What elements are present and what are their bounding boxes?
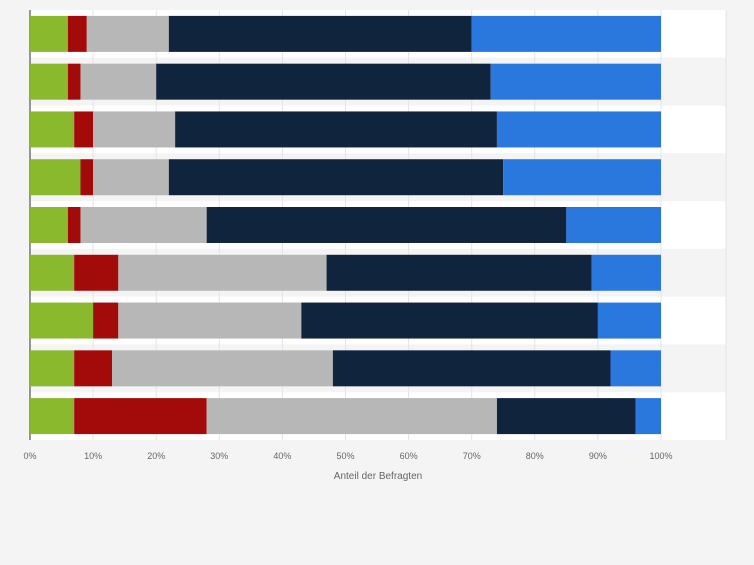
x-tick-label: 30% bbox=[210, 451, 228, 461]
bar-segment bbox=[206, 398, 497, 435]
x-tick-label: 20% bbox=[147, 451, 165, 461]
bar-segment bbox=[591, 254, 661, 291]
bar-segment bbox=[30, 63, 68, 100]
x-tick-labels: 0% 10% 20% 30% 40% 50% 60% 70% 80% 90% 100% bbox=[23, 451, 672, 461]
bar-segment bbox=[74, 350, 113, 387]
bar-segment bbox=[156, 63, 491, 100]
x-tick-label: 60% bbox=[400, 451, 418, 461]
bar-segment bbox=[86, 15, 169, 52]
x-axis-label: Anteil der Befragten bbox=[334, 471, 422, 482]
bar-segment bbox=[80, 63, 157, 100]
bar-segment bbox=[496, 111, 661, 148]
bar-segment bbox=[30, 111, 75, 148]
x-tick-label: 70% bbox=[463, 451, 481, 461]
bar-segment bbox=[93, 111, 176, 148]
x-tick-label: 10% bbox=[84, 451, 102, 461]
x-tick-label: 90% bbox=[589, 451, 607, 461]
bar-segment bbox=[610, 350, 661, 387]
bar-segment bbox=[30, 15, 68, 52]
bar-segment bbox=[30, 159, 81, 196]
bar-segment bbox=[206, 207, 567, 243]
bar-segment bbox=[332, 350, 611, 387]
bar-segment bbox=[496, 398, 636, 435]
x-tick-label: 50% bbox=[336, 451, 354, 461]
bar-segment bbox=[118, 254, 327, 291]
bar-segment bbox=[30, 350, 75, 387]
x-tick-label: 0% bbox=[23, 451, 36, 461]
bar-segment bbox=[30, 254, 75, 291]
bar-segment bbox=[74, 254, 119, 291]
bar-segment bbox=[175, 111, 497, 148]
bar-segment bbox=[74, 111, 94, 148]
bar-segment bbox=[168, 159, 504, 196]
bar-segment bbox=[566, 207, 661, 243]
bar-segment bbox=[67, 15, 87, 52]
bar-segment bbox=[80, 159, 94, 196]
bar-segment bbox=[30, 302, 94, 339]
x-tick-label: 80% bbox=[526, 451, 544, 461]
bar-segment bbox=[635, 398, 661, 435]
bar-segment bbox=[301, 302, 598, 339]
bar-segment bbox=[80, 207, 207, 243]
bar-segment bbox=[326, 254, 592, 291]
bar-segment bbox=[30, 398, 75, 435]
bar-segment bbox=[118, 302, 302, 339]
bar-segment bbox=[490, 63, 661, 100]
bar-segment bbox=[74, 398, 207, 435]
bar-segment bbox=[67, 63, 81, 100]
bars bbox=[30, 15, 661, 435]
bar-segment bbox=[93, 302, 119, 339]
bar-segment bbox=[168, 15, 472, 52]
bar-segment bbox=[93, 159, 169, 196]
bar-segment bbox=[30, 207, 68, 243]
bar-segment bbox=[503, 159, 661, 196]
x-tick-label: 40% bbox=[273, 451, 291, 461]
bar-segment bbox=[67, 207, 81, 243]
bar-segment bbox=[597, 302, 661, 339]
bar-segment bbox=[471, 15, 661, 52]
bar-segment bbox=[112, 350, 333, 387]
x-tick-label: 100% bbox=[649, 451, 672, 461]
